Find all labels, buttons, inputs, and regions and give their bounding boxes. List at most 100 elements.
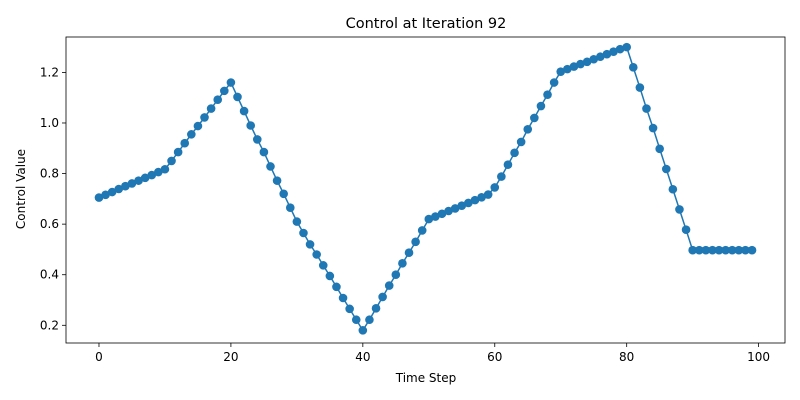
data-point: [391, 270, 401, 280]
data-point: [305, 240, 315, 249]
data-point: [365, 315, 374, 325]
data-point: [556, 67, 566, 76]
data-point: [596, 52, 605, 62]
data-point: [530, 113, 539, 123]
series-line: [98, 46, 753, 332]
plot-area: [94, 42, 757, 335]
data-point: [134, 176, 143, 185]
x-tick-label: 60: [487, 350, 502, 364]
data-point: [180, 138, 190, 148]
data-point: [483, 190, 493, 199]
x-axis-title: Time Step: [395, 371, 457, 385]
data-point: [635, 83, 645, 92]
data-point: [345, 304, 354, 314]
data-point: [351, 315, 361, 325]
data-point: [510, 148, 519, 158]
data-point: [648, 123, 658, 133]
data-point: [285, 203, 295, 212]
x-tick-label: 40: [355, 350, 370, 364]
data-point: [589, 54, 599, 64]
data-point: [543, 90, 552, 99]
x-tick-label: 100: [747, 350, 770, 364]
data-point: [173, 147, 183, 157]
data-point: [727, 245, 737, 255]
data-point: [675, 205, 684, 214]
data-point: [404, 248, 414, 258]
data-point: [252, 135, 262, 144]
data-point: [213, 95, 223, 105]
data-point: [668, 184, 678, 194]
data-point: [642, 104, 651, 113]
data-point: [114, 184, 124, 194]
data-point: [549, 78, 559, 87]
plot-frame: [65, 36, 786, 344]
data-point: [563, 64, 572, 74]
data-point: [206, 104, 216, 113]
data-point: [655, 144, 664, 154]
x-tick-label: 80: [619, 350, 634, 364]
data-point: [576, 59, 585, 69]
data-point: [457, 201, 467, 210]
data-point: [609, 47, 618, 56]
data-point: [140, 173, 150, 183]
data-point: [371, 304, 381, 313]
data-point: [688, 245, 697, 255]
x-tick-label: 0: [95, 350, 103, 364]
data-point: [582, 57, 592, 67]
y-tick-label: 0.8: [40, 167, 59, 181]
data-point: [279, 189, 288, 199]
x-axis: 0 20 40 60 80 100: [95, 343, 770, 364]
data-point: [318, 261, 328, 270]
y-axis-title: Control Value: [14, 149, 28, 229]
data-point: [325, 271, 335, 281]
data-point: [187, 130, 196, 139]
data-point: [292, 217, 302, 226]
chart-title: Control at Iteration 92: [346, 16, 507, 32]
data-point: [721, 245, 730, 255]
data-point: [299, 228, 308, 238]
data-point: [477, 193, 486, 202]
data-point: [661, 164, 671, 174]
data-point: [226, 78, 236, 87]
data-point: [147, 170, 157, 180]
data-point: [233, 92, 242, 102]
data-point: [694, 245, 704, 255]
data-point: [259, 147, 269, 157]
data-point: [200, 113, 209, 122]
data-point: [622, 42, 631, 52]
y-tick-label: 0.6: [40, 217, 59, 231]
data-point: [239, 106, 249, 116]
data-point: [127, 179, 137, 188]
y-tick-label: 1.2: [40, 65, 59, 79]
data-point: [470, 195, 480, 205]
data-point: [312, 250, 321, 259]
data-point: [101, 190, 110, 200]
data-point: [411, 237, 420, 247]
data-point: [398, 259, 407, 268]
data-point: [701, 245, 711, 255]
x-tick-label: 20: [223, 350, 238, 364]
data-point: [154, 167, 163, 177]
data-point: [332, 282, 341, 292]
data-point: [358, 326, 368, 335]
data-point: [628, 63, 638, 72]
data-point: [602, 49, 612, 59]
data-point: [734, 245, 744, 255]
data-point: [437, 209, 447, 219]
data-point: [193, 121, 203, 131]
y-axis: 0.2 0.4 0.6 0.8 1.0 1.2: [40, 65, 66, 332]
data-point: [246, 121, 255, 130]
data-point: [431, 212, 440, 221]
data-point: [417, 226, 427, 235]
data-point: [378, 292, 387, 302]
data-point: [741, 245, 750, 255]
data-point: [497, 172, 506, 181]
y-tick-label: 1.0: [40, 116, 59, 130]
data-point: [569, 62, 579, 71]
data-point: [464, 198, 473, 208]
data-point: [615, 44, 625, 54]
data-point: [714, 245, 724, 255]
data-point: [424, 214, 434, 224]
y-tick-label: 0.2: [40, 318, 59, 332]
